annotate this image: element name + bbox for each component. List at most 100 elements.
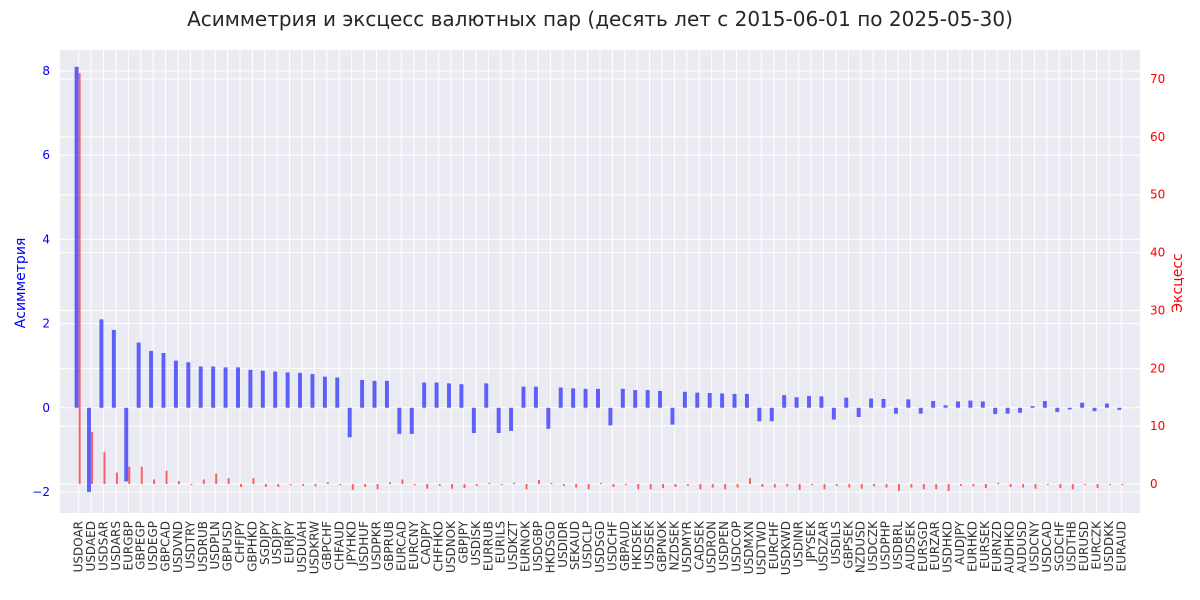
x-tick-label: EURILS [494,521,508,564]
skewness-bar [720,393,725,408]
kurtosis-bar [997,482,1000,485]
skewness-bar [173,360,178,408]
kurtosis-bar [984,484,987,489]
kurtosis-bar [1108,484,1111,486]
x-tick-label: USDOAR [72,521,86,572]
x-tick-label: USDKZT [506,520,520,570]
kurtosis-bar [1009,484,1012,487]
skewness-bar [620,388,625,408]
x-tick-label: USDRUB [196,521,210,572]
skewness-bar [968,400,973,408]
skewness-bar [682,391,687,408]
kurtosis-bar [351,484,354,490]
x-tick-label: EURCZK [1090,520,1104,570]
x-tick-label: USDAED [84,521,98,571]
skewness-bar [1005,407,1010,414]
kurtosis-bar [600,482,602,485]
kurtosis-bar [302,484,305,486]
kurtosis-bar [413,484,416,486]
x-tick-label: USDHUF [357,521,371,571]
y-axis-label-right: Эксцесс [1170,253,1186,312]
kurtosis-bar [78,73,81,485]
y-tick-label-right: 50 [1150,188,1165,202]
y-tick-label-right: 70 [1150,72,1165,86]
x-tick-label: USDIDR [556,521,570,568]
x-tick-label: USDHKD [941,521,955,573]
skewness-bar [956,401,960,408]
x-tick-label: CHFJPY [233,520,247,563]
x-tick-label: EURNOK [519,520,533,572]
kurtosis-bar [525,484,528,490]
kurtosis-bar [401,479,404,485]
skewness-bar [298,372,303,408]
skewness-bar [397,407,402,434]
x-tick-label: USDUAH [295,521,309,573]
x-tick-label: EURSEK [978,520,992,569]
x-tick-label: HKDSEK [630,520,644,570]
x-tick-label: SEKAUD [568,521,582,570]
x-tick-label: AUDUSD [1015,521,1029,573]
skewness-bar [136,342,141,408]
x-tick-label: USDISK [469,520,483,566]
chart-title: Асимметрия и эксцесс валютных пар (десят… [187,7,1013,31]
skewness-bar [893,407,898,414]
kurtosis-bar [960,484,962,486]
skewness-bar [546,407,551,429]
skewness-bar [943,405,948,408]
x-tick-label: USDPKR [370,521,384,570]
x-tick-label: GBPRUB [382,521,396,571]
skewness-bar [496,407,501,434]
x-tick-label: USDPLN [208,521,222,570]
x-tick-label: USDEGP [146,521,160,571]
x-tick-label: USDSGD [593,521,607,573]
skewness-bar [471,407,476,434]
kurtosis-bar [736,484,739,488]
x-tick-label: GBPUSD [221,521,235,571]
skewness-bar [695,392,700,408]
skewness-bar [434,382,439,408]
kurtosis-bar [748,478,751,485]
kurtosis-bar [475,484,478,486]
kurtosis-bar [500,484,503,486]
kurtosis-bar [786,484,789,487]
x-tick-label: EURCAD [394,521,408,571]
skewness-bar [707,393,712,408]
skewness-bar [558,387,563,408]
x-tick-label: CADSEK [692,520,706,570]
x-tick-label: GBPCHF [320,521,334,570]
x-tick-label: EURSGD [916,521,930,572]
y-tick-label-right: 40 [1150,246,1165,260]
kurtosis-bar [227,478,230,485]
kurtosis-bar [1121,484,1124,486]
x-tick-label: AUDJPY [953,520,967,565]
skewness-bar [87,407,92,492]
skewness-bar [1092,407,1097,412]
x-tick-label: EURAUD [1114,521,1128,571]
x-tick-label: USDCOP [730,521,744,572]
x-tick-label: USDMXN [742,521,756,574]
kurtosis-bar [1034,484,1037,489]
kurtosis-bar [624,484,627,486]
kurtosis-bar [798,484,801,490]
skewness-bar [831,407,836,420]
skewness-bar [459,384,464,408]
skewness-bar [335,377,340,408]
y-tick-label-left: 6 [42,148,50,162]
kurtosis-bar [103,452,106,485]
kurtosis-bar [575,484,578,488]
kurtosis-bar [835,484,838,486]
skewness-bar [422,382,427,408]
kurtosis-bar [128,466,131,485]
y-tick-label-left: 0 [42,401,50,415]
kurtosis-bar [649,484,652,490]
skewness-bar [484,383,489,408]
x-tick-label: USDSAR [96,521,110,571]
skewness-bar [360,379,365,408]
skewness-bar [906,399,911,408]
skewness-bar [1055,407,1060,412]
x-tick-label: USDKRW [307,521,321,574]
kurtosis-bar [190,484,193,486]
x-tick-label: CHFHKD [432,521,446,571]
x-tick-label: USDTHB [1065,521,1079,571]
